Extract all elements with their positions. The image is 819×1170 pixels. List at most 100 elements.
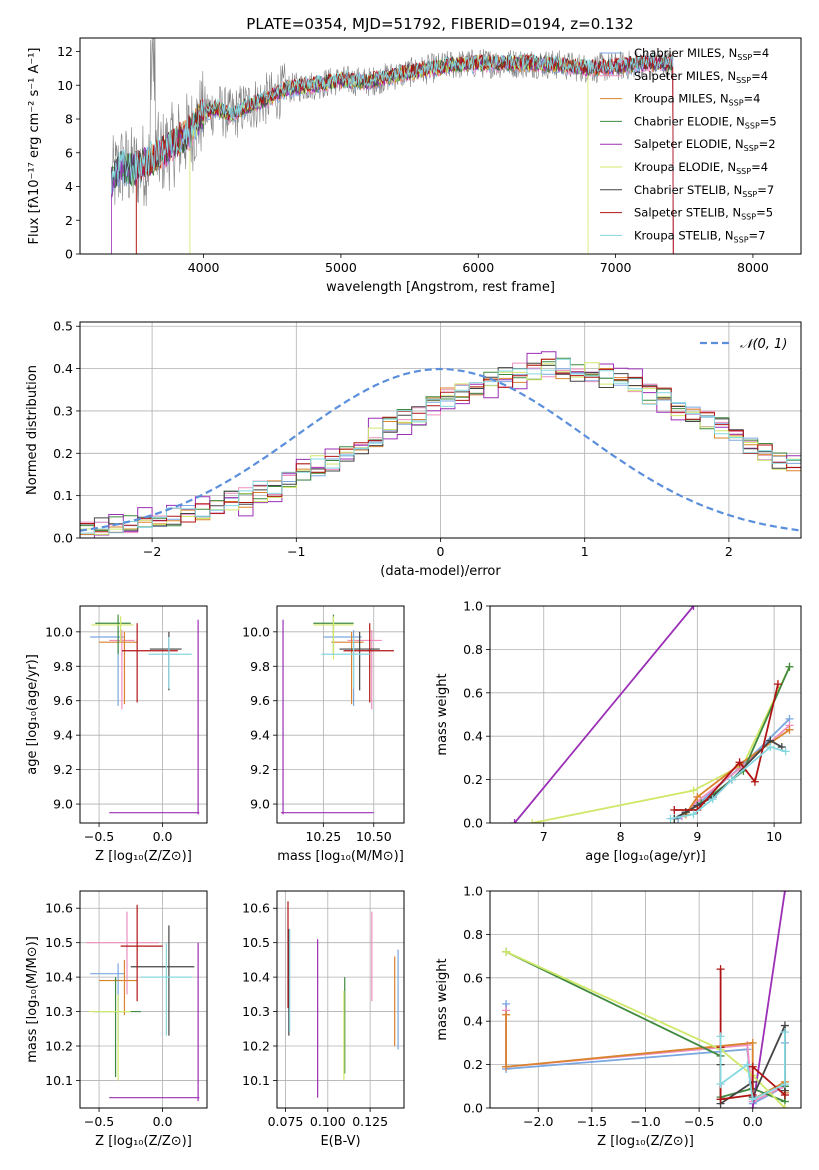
y-tick-label: 0.0 (463, 816, 483, 831)
x-axis-label: (data-model)/error (380, 564, 501, 579)
normal-curve (80, 367, 801, 532)
x-tick-label: 8 (617, 829, 625, 844)
legend-label: Salpeter STELIB, NSSP=5 (634, 206, 773, 222)
y-tick-label: 0.2 (463, 772, 483, 787)
x-tick-label: 0.100 (310, 1114, 346, 1129)
y-tick-label: 0.4 (463, 729, 483, 744)
x-axis-label: Z [log₁₀(Z/Z⊙)] (597, 1134, 694, 1149)
model-spectrum-chabrier_stelib (111, 54, 674, 187)
y-tick-label: 0.1 (53, 488, 73, 503)
legend-subscript: SSP (745, 121, 760, 130)
x-tick-label: 9 (693, 829, 701, 844)
legend-tail: =7 (749, 228, 766, 242)
x-tick-label: −0.5 (84, 829, 114, 844)
x-tick-label: 7 (540, 829, 548, 844)
y-tick-label: 10.2 (242, 1039, 270, 1054)
weight-marker (780, 891, 789, 895)
age_vs_mass-errorbars (281, 614, 394, 815)
x-tick-label: 0.075 (268, 1114, 304, 1129)
y-tick-label: 0.0 (53, 531, 73, 546)
model-spectrum-salpeter_stelib (135, 53, 674, 254)
y-tick-label: 0.8 (463, 927, 483, 942)
y-tick-label: 9.2 (250, 762, 270, 777)
weight-marker (727, 775, 736, 784)
legend-tail: =7 (757, 183, 774, 197)
weight-marker (708, 795, 717, 804)
age_vs_Z-errorbars (90, 614, 200, 815)
x-tick-label: 0.0 (153, 829, 173, 844)
legend-label: Kroupa ELODIE, NSSP=4 (634, 160, 768, 176)
weight-marker (785, 725, 794, 734)
x-tick-label: 0 (437, 544, 445, 559)
weight-marker (766, 743, 775, 752)
x-tick-label: 0.0 (743, 1114, 763, 1129)
legend-label: 𝒩(0, 1) (740, 337, 787, 352)
weight-line-salpeter_elodie (513, 606, 695, 823)
y-tick-label: 0.4 (53, 361, 73, 376)
weight-marker (693, 792, 702, 801)
y-axis-label: Normed distribution (25, 365, 40, 495)
y-tick-label: 10.1 (242, 1073, 270, 1088)
weight_vs_age-panel: 7 8 9 10 0.0 0.2 0.4 0.6 0.8 1.0 age [log₁₀(age/yr… (435, 599, 802, 864)
legend-subscript: SSP (734, 235, 749, 244)
legend-tail: =5 (756, 206, 773, 220)
legend-subscript: SSP (736, 167, 751, 176)
weight-marker (510, 819, 519, 823)
y-tick-label: 10.2 (45, 1039, 73, 1054)
y-tick-label: 0 (65, 247, 73, 262)
x-axis-label: E(B-V) (320, 1134, 360, 1149)
axes-frame (489, 605, 802, 824)
model-spectrum-salpeter_miles (135, 56, 674, 254)
weight-marker (748, 1038, 757, 1047)
y-axis-label: age [log₁₀(age/yr)] (25, 654, 40, 775)
x-tick-label: 10 (766, 829, 782, 844)
weight-marker (750, 777, 759, 786)
y-tick-label: 10.6 (242, 901, 270, 916)
weight-line-kroupa_elodie (532, 666, 791, 823)
x-tick-label: −2 (143, 544, 161, 559)
weight-marker (670, 805, 679, 814)
figure-title: PLATE=0354, MJD=51792, FIBERID=0194, z=0… (246, 15, 633, 33)
x-tick-label: 10.25 (305, 829, 341, 844)
model-spectrum-salpeter_elodie (111, 54, 674, 254)
weight-marker (780, 1104, 789, 1108)
x-tick-label: 7000 (600, 260, 632, 275)
weight-marker (689, 786, 698, 795)
y-tick-label: 8 (65, 112, 73, 127)
weight-marker (773, 680, 782, 689)
axes-frame (79, 37, 802, 255)
weight-line-kroupa_stelib (719, 1032, 786, 1101)
weight-marker (780, 1028, 789, 1037)
weight-line-kroupa_stelib (670, 746, 786, 820)
y-tick-label: 6 (65, 145, 73, 160)
x-tick-label: −1.0 (630, 1114, 660, 1129)
x-axis-label: Z [log₁₀(Z/Z⊙)] (95, 1134, 192, 1149)
y-tick-label: 10.3 (45, 1004, 73, 1019)
weight-marker (780, 1090, 789, 1099)
weight-marker (689, 606, 698, 610)
axes-frame (276, 890, 405, 1109)
weight-marker (502, 1010, 511, 1019)
y-tick-label: 9.2 (53, 762, 73, 777)
legend-tail: =2 (759, 137, 776, 151)
legend-subscript: SSP (741, 213, 756, 222)
x-tick-label: 4000 (188, 260, 220, 275)
legend-label: Salpeter MILES, NSSP=4 (634, 69, 768, 85)
y-tick-label: 10.4 (242, 970, 270, 985)
histogram-kroupa_stelib (80, 358, 801, 538)
legend-tail: =4 (751, 160, 768, 174)
y-tick-label: 10.1 (45, 1073, 73, 1088)
x-tick-label: −0.5 (684, 1114, 714, 1129)
weight-marker (781, 747, 790, 756)
y-tick-label: 10.5 (242, 935, 270, 950)
legend-label: Kroupa MILES, NSSP=4 (634, 92, 760, 108)
histogram-salpeter_elodie (80, 351, 801, 538)
y-tick-label: 9.0 (250, 797, 270, 812)
y-tick-label: 9.6 (250, 693, 270, 708)
spectrum-panel: 4000 5000 6000 7000 8000 0 2 4 6 8 10 12 wavelength … (27, 37, 802, 295)
y-tick-label: 9.0 (53, 797, 73, 812)
y-tick-label: 0.4 (463, 1014, 483, 1029)
weight_vs_Z-lines (502, 891, 789, 1108)
x-tick-label: 10.50 (356, 829, 392, 844)
axes-frame (489, 890, 802, 1109)
